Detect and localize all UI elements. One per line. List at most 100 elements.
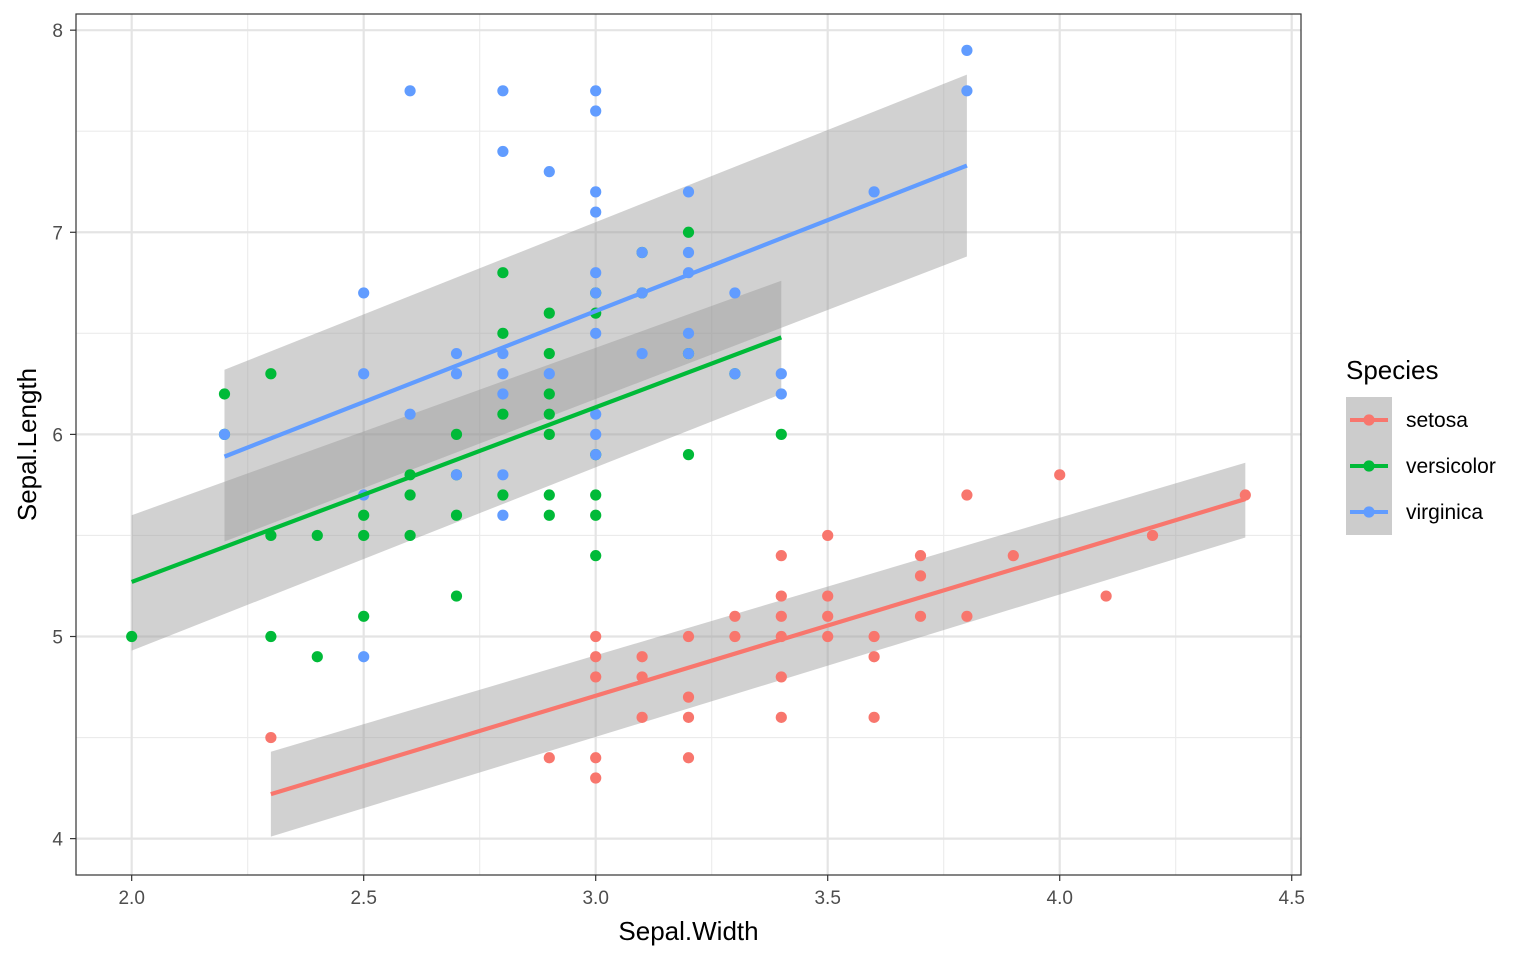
- point-virginica: [682, 327, 695, 339]
- point-setosa: [775, 711, 787, 723]
- point-virginica: [590, 206, 602, 218]
- point-versicolor: [543, 509, 555, 521]
- point-setosa: [822, 529, 834, 542]
- point-virginica: [590, 105, 602, 117]
- point-setosa: [636, 711, 648, 723]
- point-setosa: [729, 610, 741, 622]
- point-setosa: [914, 550, 927, 562]
- point-virginica: [497, 469, 509, 481]
- legend-key-point-versicolor: [1363, 460, 1375, 472]
- point-virginica: [636, 246, 648, 259]
- point-setosa: [636, 651, 648, 663]
- point-versicolor: [126, 630, 138, 643]
- legend-label-virginica: virginica: [1406, 501, 1483, 524]
- point-virginica: [450, 368, 463, 380]
- point-versicolor: [682, 226, 695, 238]
- point-virginica: [218, 428, 231, 440]
- point-versicolor: [450, 590, 463, 602]
- point-setosa: [590, 651, 602, 663]
- point-versicolor: [311, 529, 323, 542]
- point-setosa: [1007, 550, 1019, 562]
- point-versicolor: [218, 388, 231, 400]
- point-setosa: [729, 630, 741, 643]
- point-versicolor: [358, 509, 370, 521]
- y-tick-label: 4: [52, 830, 63, 851]
- point-virginica: [450, 469, 463, 481]
- point-setosa: [914, 570, 927, 582]
- x-axis: 2.0 2.5 3.0 3.5 4.0 4.5: [118, 875, 1305, 909]
- point-setosa: [682, 752, 695, 764]
- point-virginica: [636, 347, 648, 360]
- point-virginica: [497, 509, 509, 521]
- point-setosa: [682, 711, 695, 723]
- point-virginica: [590, 428, 602, 440]
- point-setosa: [961, 610, 973, 622]
- point-virginica: [590, 327, 602, 339]
- x-tick-label: 4.0: [1047, 888, 1073, 909]
- point-versicolor: [543, 307, 555, 319]
- point-virginica: [450, 347, 463, 360]
- point-versicolor: [543, 388, 555, 400]
- point-virginica: [868, 186, 880, 198]
- point-setosa: [822, 590, 834, 602]
- point-setosa: [590, 671, 602, 683]
- point-versicolor: [497, 267, 509, 279]
- y-axis: 4 5 6 7 8: [52, 21, 76, 851]
- point-setosa: [1146, 529, 1159, 542]
- point-virginica: [543, 166, 555, 178]
- point-setosa: [775, 610, 787, 622]
- point-versicolor: [497, 408, 509, 420]
- point-versicolor: [682, 449, 695, 461]
- point-virginica: [497, 388, 509, 400]
- legend-key-point-setosa: [1363, 414, 1375, 426]
- point-versicolor: [358, 529, 370, 542]
- point-virginica: [543, 368, 555, 380]
- point-setosa: [775, 671, 787, 683]
- point-setosa: [822, 630, 834, 643]
- y-axis-title: Sepal.Length: [12, 368, 42, 521]
- point-versicolor: [265, 630, 277, 643]
- legend-title: Species: [1346, 355, 1439, 385]
- point-setosa: [868, 711, 880, 723]
- y-tick-label: 8: [52, 21, 63, 42]
- panel-border: [75, 13, 1302, 876]
- point-setosa: [1054, 469, 1066, 481]
- point-versicolor: [450, 428, 463, 440]
- plot-panel: [75, 13, 1302, 876]
- point-virginica: [358, 651, 370, 663]
- point-versicolor: [543, 347, 555, 360]
- point-virginica: [682, 246, 695, 259]
- point-virginica: [682, 347, 695, 360]
- point-virginica: [729, 287, 741, 299]
- x-tick-label: 3.0: [582, 888, 608, 909]
- point-setosa: [543, 752, 555, 764]
- point-setosa: [682, 630, 695, 643]
- legend-label-setosa: setosa: [1406, 409, 1468, 432]
- point-virginica: [590, 408, 602, 420]
- point-versicolor: [404, 529, 416, 542]
- point-virginica: [682, 186, 695, 198]
- confidence-band-versicolor: [131, 280, 782, 651]
- point-virginica: [404, 408, 416, 420]
- legend-label-versicolor: versicolor: [1406, 455, 1496, 478]
- y-tick-label: 6: [52, 425, 63, 446]
- point-setosa: [961, 489, 973, 501]
- point-versicolor: [311, 651, 323, 663]
- legend-key-point-virginica: [1363, 506, 1375, 518]
- point-setosa: [822, 610, 834, 622]
- point-virginica: [590, 85, 602, 97]
- point-setosa: [868, 651, 880, 663]
- point-virginica: [497, 85, 509, 97]
- point-virginica: [961, 85, 973, 97]
- point-versicolor: [358, 610, 370, 622]
- point-setosa: [1100, 590, 1112, 602]
- point-versicolor: [590, 489, 602, 501]
- point-virginica: [729, 368, 741, 380]
- confidence-band-setosa: [270, 462, 1246, 837]
- x-tick-label: 4.5: [1279, 888, 1305, 909]
- legend: Species setosa versicolor virginica: [1346, 355, 1496, 535]
- x-tick-label: 2.5: [350, 888, 376, 909]
- fit-line-versicolor: [130, 335, 783, 584]
- x-tick-label: 2.0: [118, 888, 144, 909]
